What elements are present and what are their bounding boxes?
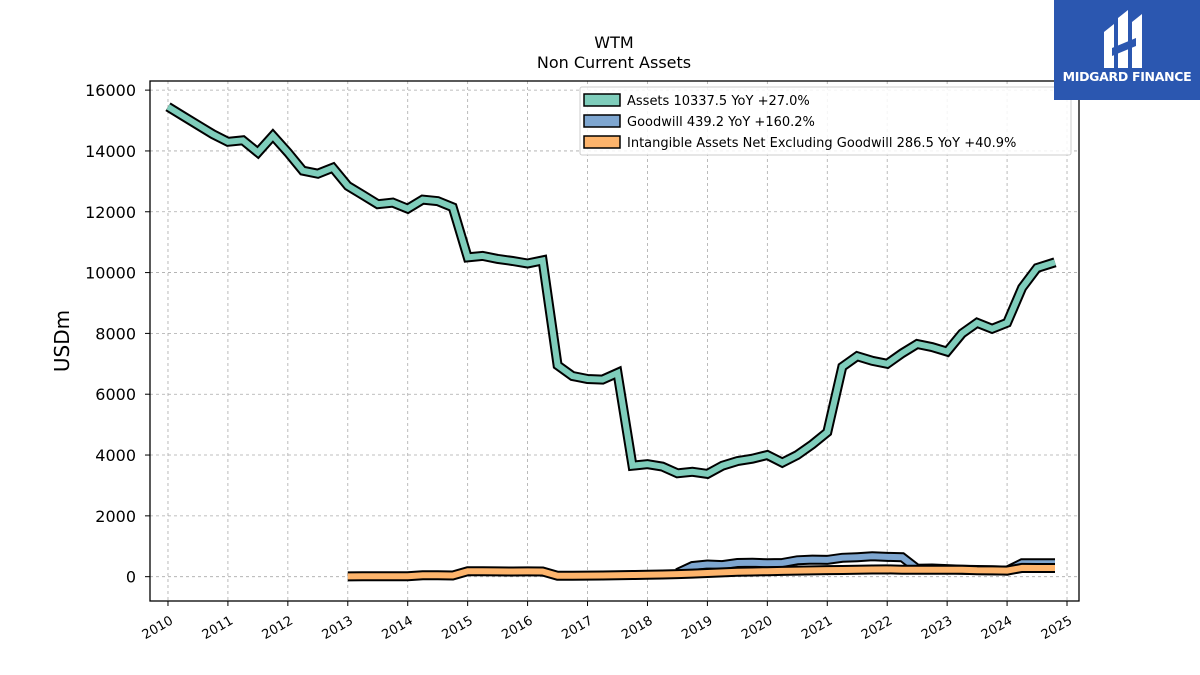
legend-label-intangibles: Intangible Assets Net Excluding Goodwill… bbox=[627, 136, 1016, 151]
y-tick-label: 4000 bbox=[95, 446, 136, 465]
y-tick-label: 10000 bbox=[85, 264, 136, 283]
legend-label-assets: Assets 10337.5 YoY +27.0% bbox=[627, 94, 810, 109]
x-tick-label: 2018 bbox=[619, 613, 655, 643]
legend: Assets 10337.5 YoY +27.0% Goodwill 439.2… bbox=[579, 86, 1072, 156]
y-tick-label: 8000 bbox=[95, 324, 136, 343]
series-outline bbox=[165, 102, 1057, 480]
series-fill bbox=[347, 564, 1055, 580]
legend-swatch-intangibles bbox=[583, 135, 621, 149]
chart-title: WTM bbox=[594, 33, 633, 52]
x-tick-label: 2025 bbox=[1039, 613, 1075, 643]
y-tick-label: 12000 bbox=[85, 203, 136, 222]
x-tick-label: 2019 bbox=[679, 613, 715, 643]
x-tick-label: 2016 bbox=[499, 613, 535, 643]
brand-logo: MIDGARD FINANCE bbox=[1054, 0, 1200, 100]
legend-swatch-goodwill bbox=[583, 114, 621, 128]
x-tick-label: 2013 bbox=[320, 613, 356, 643]
x-tick-label: 2017 bbox=[559, 613, 595, 643]
axis-ticks: 0 2000 4000 6000 8000 10000 12000 14000 16000 201… bbox=[85, 81, 1075, 643]
series-fill bbox=[166, 104, 1056, 478]
y-tick-label: 2000 bbox=[95, 507, 136, 526]
chart-subtitle: Non Current Assets bbox=[537, 53, 691, 72]
logo-name: MIDGARD FINANCE bbox=[1062, 69, 1192, 84]
x-tick-label: 2015 bbox=[439, 613, 475, 643]
legend-box bbox=[579, 86, 1072, 156]
x-tick-label: 2014 bbox=[380, 613, 416, 643]
x-tick-label: 2010 bbox=[140, 613, 176, 643]
plot-frame bbox=[149, 80, 1080, 602]
y-axis-label: USDm bbox=[50, 310, 74, 372]
y-tick-label: 16000 bbox=[85, 81, 136, 100]
series-line-assets bbox=[165, 102, 1057, 480]
x-tick-label: 2021 bbox=[799, 613, 835, 643]
y-tick-label: 0 bbox=[126, 568, 136, 587]
logo-mark-icon bbox=[1104, 10, 1142, 68]
series-line-intangibles bbox=[347, 562, 1055, 582]
x-tick-label: 2022 bbox=[859, 613, 895, 643]
legend-swatch-assets bbox=[583, 93, 621, 107]
legend-label-goodwill: Goodwill 439.2 YoY +160.2% bbox=[627, 115, 815, 130]
x-tick-label: 2012 bbox=[260, 613, 296, 643]
series-layer bbox=[165, 102, 1057, 582]
x-tick-label: 2024 bbox=[979, 613, 1015, 643]
y-tick-label: 14000 bbox=[85, 142, 136, 161]
y-tick-label: 6000 bbox=[95, 385, 136, 404]
x-tick-label: 2020 bbox=[739, 613, 775, 643]
x-tick-label: 2011 bbox=[200, 613, 236, 643]
x-tick-label: 2023 bbox=[919, 613, 955, 643]
